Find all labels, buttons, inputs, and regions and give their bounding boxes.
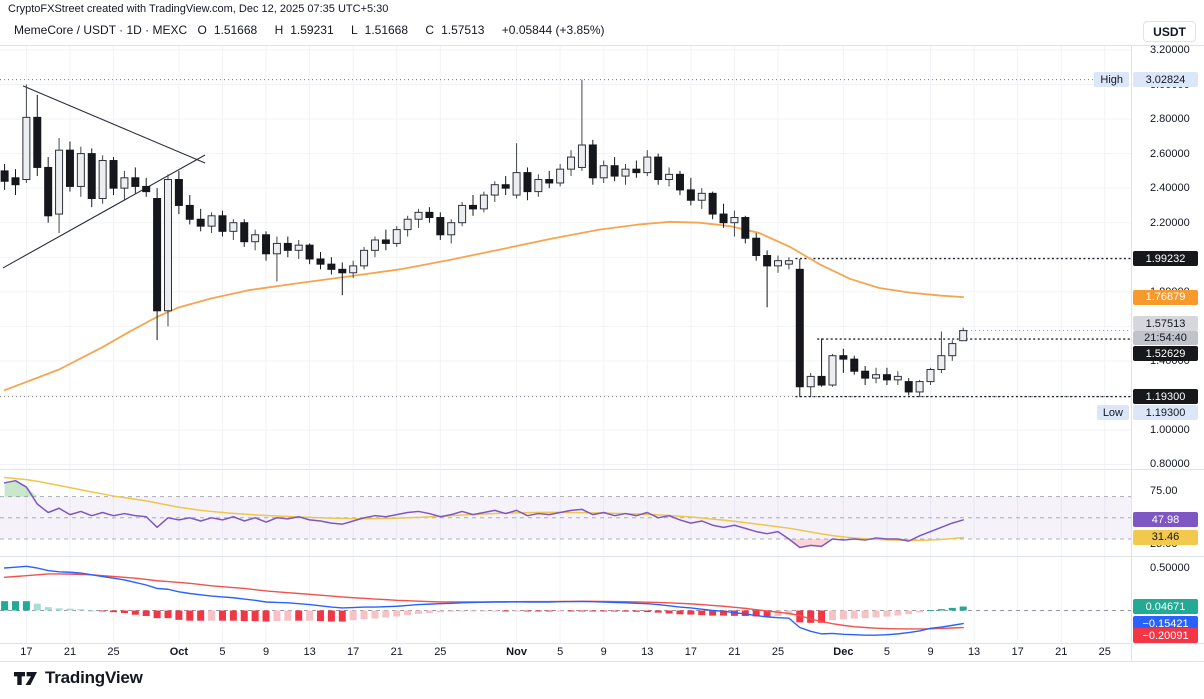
level-price-badge: 0.04671 <box>1133 599 1198 615</box>
time-axis-label: 17 <box>684 646 697 658</box>
time-axis-label: 25 <box>1098 646 1111 658</box>
level-price-badge: −0.15421 <box>1133 616 1198 632</box>
time-axis-label: 9 <box>927 646 934 658</box>
tradingview-logo-icon <box>14 672 37 685</box>
time-axis-label: 21 <box>728 646 741 658</box>
time-axis-label: 5 <box>883 646 890 658</box>
level-price-badge: 1.99232 <box>1133 251 1198 267</box>
time-axis-label: 5 <box>219 646 226 658</box>
ohlc-high: H 1.59231 <box>274 23 334 37</box>
time-axis-label: 17 <box>347 646 360 658</box>
time-axis-label: 9 <box>262 646 270 658</box>
time-axis-label: 13 <box>967 646 981 658</box>
price-tick-label: 3.20000 <box>1150 44 1190 56</box>
time-axis-label: 17 <box>20 646 33 658</box>
time-axis-label: 13 <box>641 646 654 658</box>
time-axis-label: 17 <box>1011 646 1024 658</box>
attribution-text: CryptoFXStreet created with TradingView.… <box>8 3 389 15</box>
high-marker-chip: High <box>1094 72 1129 88</box>
ohlc-open: O 1.51668 <box>197 23 258 37</box>
time-axis-label: 21 <box>390 646 403 658</box>
rsi-tick-label: 75.00 <box>1150 485 1178 498</box>
level-price-badge: 31.46 <box>1133 529 1198 545</box>
time-axis-label: Oct <box>169 646 189 658</box>
level-price-badge: 1.19300 <box>1133 389 1198 405</box>
price-tick-label: 2.40000 <box>1150 182 1190 195</box>
current-price-badge: 1.57513 <box>1133 316 1198 332</box>
bar-countdown-badge: 21:54:40 <box>1133 331 1198 346</box>
price-tick-label: 2.80000 <box>1150 113 1190 126</box>
level-price-badge: −0.20091 <box>1133 628 1198 643</box>
time-scale-axis[interactable] <box>0 644 1131 662</box>
time-axis-label: Dec <box>833 646 854 658</box>
level-price-badge: 1.52629 <box>1133 346 1198 362</box>
tradingview-logo[interactable]: TradingView <box>13 668 143 688</box>
price-tick-label: 1.00000 <box>1150 423 1190 436</box>
low-price-badge: 1.19300 <box>1133 405 1198 421</box>
time-axis-label: 13 <box>303 646 316 658</box>
price-tick-label: 2.60000 <box>1150 147 1190 160</box>
time-axis-label: Nov <box>506 646 527 658</box>
time-axis-label: 21 <box>1055 646 1068 658</box>
currency-toggle-button[interactable]: USDT <box>1143 21 1196 42</box>
time-axis-label: 21 <box>63 646 77 658</box>
macd-tick-label: 0.50000 <box>1150 562 1190 574</box>
symbol-info-bar: MemeCore / USDT · 1D · MEXC O 1.51668 H 1.… <box>14 23 612 37</box>
ohlc-low: L 1.51668 <box>350 23 409 37</box>
ma-price-badge: 1.76879 <box>1133 289 1198 305</box>
high-price-badge: 3.02824 <box>1133 72 1198 88</box>
level-price-badge: 47.98 <box>1133 512 1198 528</box>
price-scale-axis[interactable] <box>1131 45 1204 643</box>
time-axis-label: 25 <box>771 646 785 658</box>
time-axis-label: 25 <box>107 646 120 658</box>
time-axis-label: 9 <box>600 646 607 658</box>
tradingview-logo-text: TradingView <box>45 668 143 687</box>
low-marker-chip: Low <box>1096 405 1129 421</box>
price-tick-label: 0.80000 <box>1150 458 1190 471</box>
price-tick-label: 2.20000 <box>1150 216 1190 229</box>
ohlc-close: C 1.57513 <box>425 23 485 37</box>
time-axis-label: 25 <box>434 646 447 658</box>
symbol-title: MemeCore / USDT · 1D · MEXC <box>14 23 188 37</box>
time-axis-label: 5 <box>557 646 564 658</box>
price-change: +0.05844 (+3.85%) <box>501 23 605 37</box>
